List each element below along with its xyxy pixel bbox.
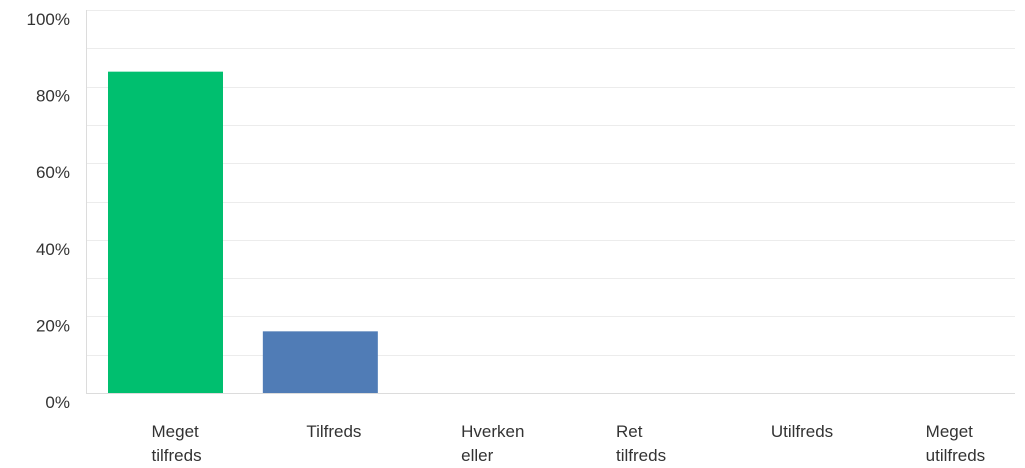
x-tick-label-line: Tilfreds [306, 422, 361, 441]
bar [108, 71, 223, 394]
x-tick-label-line: utilfreds [926, 446, 986, 465]
y-tick-label: 80% [36, 87, 70, 106]
grid-lines [86, 10, 1015, 394]
x-tick-label: Meget tilfreds [152, 422, 202, 465]
y-axis-tick-labels: 0% 20% 40% 60% 80% 100% [27, 10, 70, 412]
x-tick-label-line: Utilfreds [771, 422, 833, 441]
x-tick-label: Hverken eller [461, 422, 524, 465]
x-tick-label-line: Hverken [461, 422, 524, 441]
y-tick-label: 60% [36, 163, 70, 182]
x-tick-label: Meget utilfreds [926, 422, 986, 465]
x-tick-label-line: Meget [926, 422, 974, 441]
x-tick-label: Ret tilfreds [616, 422, 666, 465]
bar [262, 331, 378, 393]
x-tick-label-line: Meget [152, 422, 200, 441]
y-tick-label: 40% [36, 240, 70, 259]
x-tick-label: Tilfreds [306, 422, 361, 441]
x-tick-label-line: eller [461, 446, 493, 465]
x-tick-label-line: tilfreds [152, 446, 202, 465]
bars [108, 71, 378, 394]
y-tick-label: 100% [27, 10, 70, 29]
y-tick-label: 20% [36, 316, 70, 335]
x-tick-label-line: tilfreds [616, 446, 666, 465]
x-axis-tick-labels: Meget tilfreds Tilfreds Hverken eller Ret tilf… [152, 422, 986, 465]
x-tick-label: Utilfreds [771, 422, 833, 441]
y-tick-label: 0% [45, 393, 70, 412]
x-tick-label-line: Ret [616, 422, 643, 441]
